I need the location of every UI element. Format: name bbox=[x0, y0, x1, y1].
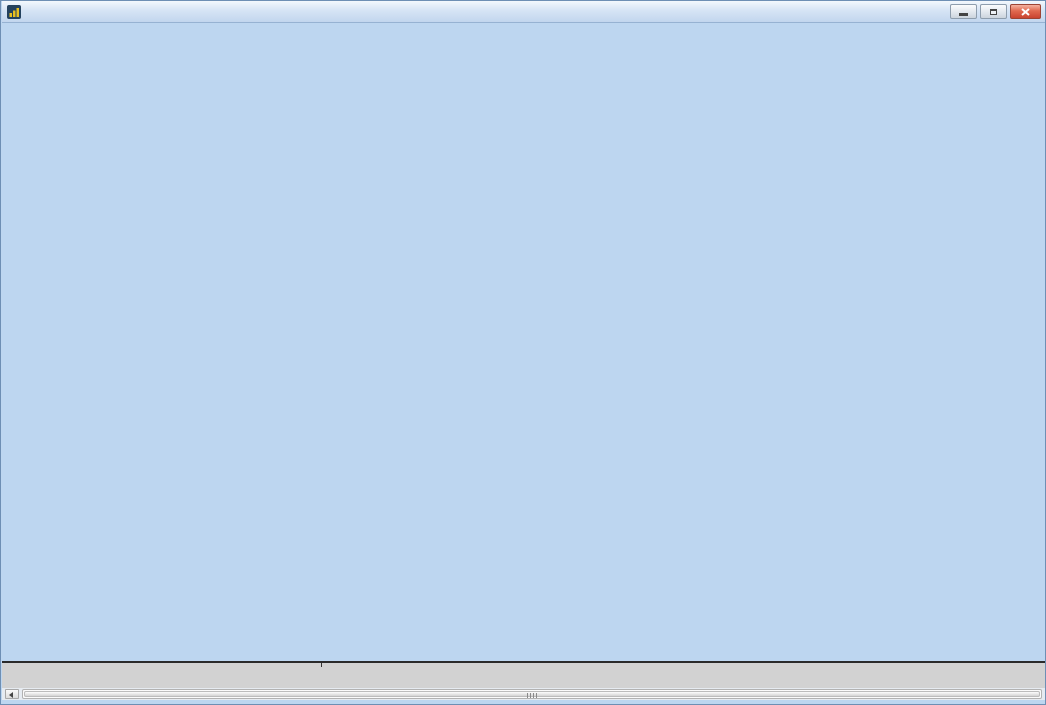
h-scrollbar[interactable] bbox=[2, 688, 1045, 700]
close-icon bbox=[1021, 7, 1030, 16]
maximize-button[interactable] bbox=[980, 4, 1007, 19]
time-axis bbox=[2, 661, 1045, 688]
scrollbar-thumb[interactable] bbox=[24, 691, 1040, 698]
scrollbar-grip-icon bbox=[527, 693, 537, 698]
titlebar[interactable] bbox=[2, 1, 1045, 23]
close-button[interactable] bbox=[1010, 4, 1041, 19]
scrollbar-track[interactable] bbox=[22, 689, 1042, 699]
maximize-icon bbox=[990, 8, 997, 15]
minimize-button[interactable] bbox=[950, 4, 977, 19]
scrollbar-left-button[interactable] bbox=[5, 689, 19, 699]
app-icon bbox=[7, 4, 21, 19]
minimize-icon bbox=[959, 13, 968, 16]
time-axis-tick bbox=[321, 663, 322, 667]
